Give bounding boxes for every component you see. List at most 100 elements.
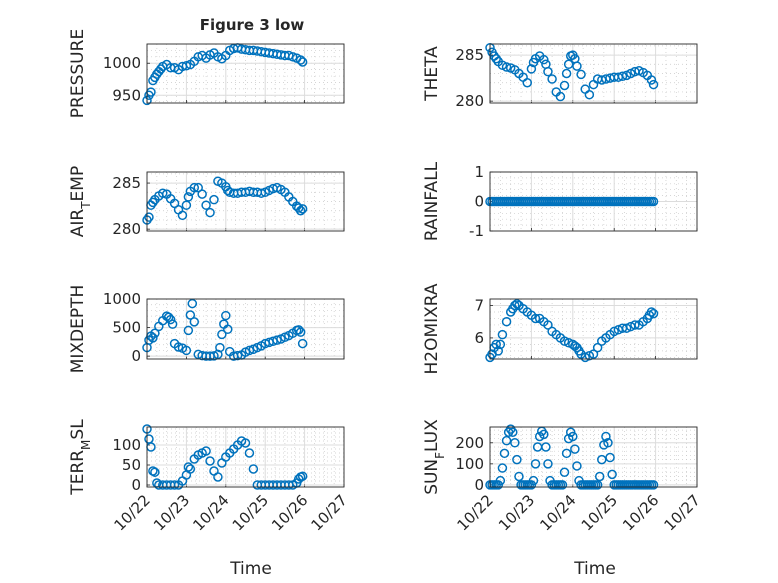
data-point bbox=[256, 188, 267, 198]
y-tick-label: 280 bbox=[455, 92, 484, 110]
y-tick-label: 500 bbox=[112, 319, 141, 337]
data-point bbox=[601, 431, 611, 442]
data-point bbox=[181, 61, 192, 71]
data-point bbox=[541, 442, 551, 452]
data-point bbox=[497, 463, 508, 473]
data-point bbox=[144, 212, 154, 222]
data-point bbox=[510, 438, 520, 448]
data-point bbox=[493, 346, 504, 356]
data-point bbox=[223, 324, 233, 335]
y-axis-label-subscript: M bbox=[79, 440, 93, 450]
data-point bbox=[512, 454, 522, 465]
y-tick-label: 1000 bbox=[103, 54, 141, 72]
data-point bbox=[183, 192, 194, 202]
data-point bbox=[605, 452, 615, 463]
data-point bbox=[150, 467, 160, 477]
y-tick-label: 6 bbox=[474, 329, 484, 347]
data-point bbox=[181, 345, 192, 356]
plot-area bbox=[490, 427, 697, 487]
data-point bbox=[547, 74, 557, 84]
data-point bbox=[295, 327, 306, 337]
data-point bbox=[148, 333, 158, 343]
data-point bbox=[543, 459, 553, 469]
data-point bbox=[495, 475, 506, 486]
data-point bbox=[512, 299, 522, 309]
data-point bbox=[187, 298, 198, 309]
y-tick-label: 950 bbox=[112, 86, 141, 104]
data-point bbox=[205, 456, 215, 466]
data-point bbox=[499, 448, 510, 459]
y-axis-label-subscript: F bbox=[433, 452, 447, 459]
data-point bbox=[543, 66, 553, 77]
data-point bbox=[526, 64, 537, 74]
data-point bbox=[572, 61, 582, 71]
data-point bbox=[508, 427, 518, 438]
y-tick-label: 200 bbox=[455, 434, 484, 452]
data-point bbox=[491, 54, 501, 64]
data-point bbox=[501, 316, 512, 327]
data-point bbox=[197, 189, 207, 199]
data-point bbox=[522, 77, 533, 88]
y-axis-label-part: LUX bbox=[422, 419, 442, 452]
data-point bbox=[648, 196, 659, 207]
data-point bbox=[183, 325, 194, 336]
data-point bbox=[209, 194, 219, 205]
data-point bbox=[205, 207, 215, 218]
subplot-1: 950 1000 PRESSURE bbox=[68, 29, 345, 118]
y-tick-label: 50 bbox=[122, 456, 141, 474]
data-point bbox=[555, 91, 566, 102]
y-axis-label: H2OMIXRA bbox=[422, 283, 442, 374]
axes-box bbox=[146, 43, 345, 104]
y-axis-label: MIXDEPTH bbox=[68, 285, 88, 374]
y-axis-label-subscript: T bbox=[79, 201, 93, 210]
y-tick-label: 0 bbox=[131, 347, 141, 365]
data-point bbox=[221, 310, 231, 321]
y-tick-label: 100 bbox=[455, 455, 484, 473]
data-point bbox=[297, 471, 308, 481]
axes-box bbox=[146, 171, 345, 232]
y-axis-label: TERRMSL bbox=[68, 419, 93, 496]
data-point bbox=[201, 446, 211, 456]
data-point bbox=[528, 475, 539, 486]
subplot-4: -1 0 1 RAINFALL bbox=[422, 161, 698, 241]
data-point bbox=[150, 328, 160, 339]
data-point bbox=[648, 79, 659, 90]
data-point bbox=[580, 352, 590, 363]
y-tick-label: -1 bbox=[469, 222, 484, 240]
data-point bbox=[232, 350, 243, 361]
data-point bbox=[617, 71, 628, 82]
y-axis-label: SUNFLUX bbox=[422, 419, 447, 495]
data-point bbox=[539, 429, 549, 440]
axes-box bbox=[146, 298, 345, 360]
data-point bbox=[592, 480, 603, 490]
data-point bbox=[248, 464, 259, 474]
y-axis-label: THETA bbox=[422, 46, 442, 102]
data-point bbox=[177, 210, 188, 221]
axes-box bbox=[489, 43, 698, 104]
data-point bbox=[293, 325, 304, 335]
data-point bbox=[530, 459, 541, 469]
y-tick-label: 0 bbox=[131, 476, 141, 494]
y-axis-label-part: SUN bbox=[422, 459, 442, 495]
axes-box bbox=[489, 171, 698, 232]
y-tick-label: 285 bbox=[455, 46, 484, 64]
data-point bbox=[576, 69, 586, 80]
data-point bbox=[514, 471, 524, 482]
data-point bbox=[597, 454, 607, 465]
data-point bbox=[501, 62, 512, 72]
data-point bbox=[223, 185, 233, 196]
y-axis-label-part: TERR bbox=[68, 450, 88, 496]
data-point bbox=[169, 480, 180, 490]
y-tick-label: 0 bbox=[474, 193, 484, 211]
data-point bbox=[167, 319, 178, 329]
data-point bbox=[183, 462, 194, 472]
y-axis-label-part: AIR bbox=[68, 209, 88, 238]
data-point bbox=[568, 431, 578, 442]
data-point bbox=[559, 336, 570, 346]
data-point bbox=[501, 435, 512, 446]
data-point bbox=[240, 438, 251, 448]
y-axis-label: PRESSURE bbox=[68, 29, 88, 118]
y-tick-label: 100 bbox=[112, 436, 141, 454]
data-point bbox=[213, 472, 223, 482]
data-point bbox=[559, 80, 570, 91]
